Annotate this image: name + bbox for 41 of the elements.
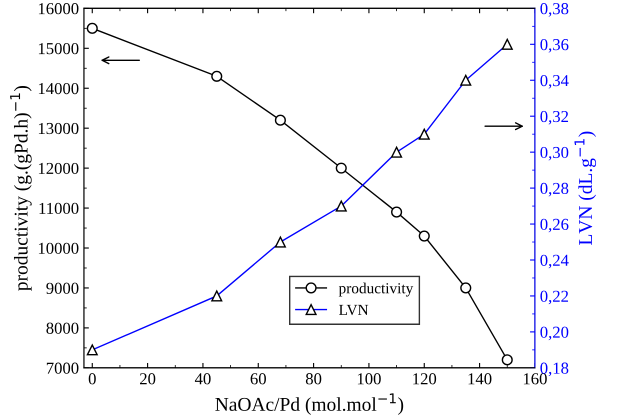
y-tick-label: 11000: [40, 202, 78, 214]
y-tick-label: 8000: [46, 322, 78, 334]
point: [391, 206, 402, 218]
y-tick-label: 10000: [38, 242, 78, 254]
x-tick-label: 140: [468, 373, 492, 384]
x-tick-label: 0: [88, 373, 96, 384]
point: [211, 70, 222, 82]
legend-label: productivity: [338, 282, 414, 297]
x-tick-label: 60: [250, 373, 266, 384]
point: [460, 282, 472, 294]
x-tick-label: 80: [306, 373, 322, 384]
x-tick-label: 40: [194, 373, 211, 384]
x-tick-label: 120: [413, 373, 436, 384]
y-tick-label: 13000: [38, 122, 78, 134]
y-tick-label: 7000: [46, 362, 78, 374]
y2-axis-title: LVN (dL.g$^{−1}$): [574, 132, 596, 245]
y2-tick-label: 0,26: [540, 218, 568, 232]
y2-tick-label: 0,22: [540, 290, 568, 304]
y2-tick-label: 0,20: [540, 326, 568, 340]
x-tick-label: 20: [140, 373, 156, 384]
y-tick-label: 15000: [38, 43, 78, 54]
y2-tick-label: 0,28: [540, 182, 568, 196]
y-tick-label: 14000: [38, 82, 78, 94]
y-axis-title: productivity (g.(gPd.h)$^{−1}$): [10, 86, 32, 291]
y-tick-label: 12000: [38, 162, 78, 174]
point: [418, 230, 430, 242]
y2-tick-label: 0,30: [540, 146, 568, 160]
point: [336, 162, 347, 174]
y-tick-label: 16000: [38, 3, 78, 14]
point: [86, 22, 98, 34]
x-tick-label: 100: [358, 373, 381, 384]
y2-tick-label: 0,34: [540, 74, 569, 89]
y2-tick-label: 0,24: [540, 254, 569, 268]
y2-tick-label: 0,38: [540, 3, 568, 17]
point: [274, 114, 286, 126]
x-axis-title: NaOAc/Pd (mol.mol$^{−1}$): [215, 393, 404, 415]
point: [502, 354, 513, 366]
y2-tick-label: 0,36: [540, 39, 568, 53]
legend-label: LVN: [339, 304, 368, 316]
y-tick-label: 9000: [46, 282, 78, 294]
y2-tick-label: 0,32: [540, 110, 568, 125]
